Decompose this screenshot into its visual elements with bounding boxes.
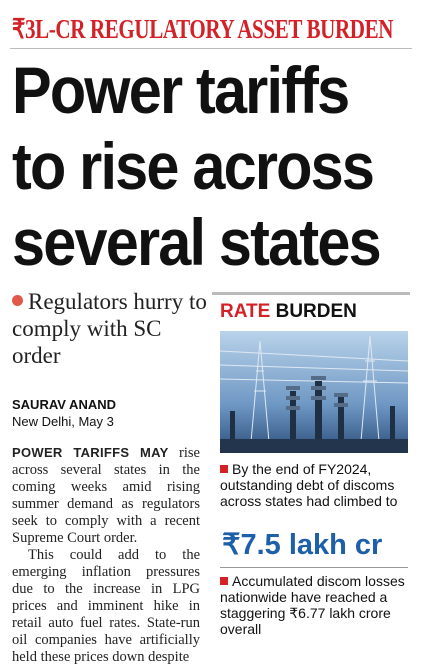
headline-line: several states: [12, 205, 382, 279]
bullet-dot: [12, 295, 23, 306]
subhead-text: Regulators hurry to comply with SC order: [12, 289, 207, 368]
bullet-square: [220, 465, 228, 473]
paragraph-text: rise across several states in the coming…: [12, 445, 200, 546]
separator: [220, 567, 408, 568]
sidebar-bullet: By the end of FY2024, outstanding debt o…: [220, 461, 408, 509]
bullet-square: [220, 577, 228, 585]
kicker: ₹3L-CR REGULATORY ASSET BURDEN: [12, 14, 394, 44]
headline-line: Power tariffs: [12, 53, 350, 127]
paragraph: POWER TARIFFS MAY rise across several st…: [12, 444, 200, 547]
sidebar-title: RATE BURDEN: [220, 301, 357, 323]
title-rest: BURDEN: [270, 301, 357, 322]
author: SAURAV ANAND: [12, 397, 116, 412]
substation-photo: [220, 331, 408, 453]
bullet-text: Accumulated discom losses nationwide hav…: [220, 573, 405, 637]
byline: SAURAV ANAND New Delhi, May 3: [12, 396, 116, 430]
highlight-figure: ₹7.5 lakh cr: [222, 529, 383, 561]
headline: Power tariffs to rise across several sta…: [12, 52, 382, 280]
sidebar: RATE BURDEN By the end of FY2024, outsta…: [212, 292, 410, 649]
rule: [10, 48, 412, 49]
article-body: POWER TARIFFS MAY rise across several st…: [12, 444, 200, 668]
subhead: Regulators hurry to comply with SC order: [12, 288, 208, 369]
headline-line: to rise across: [12, 129, 375, 203]
lead: POWER TARIFFS MAY: [12, 445, 169, 460]
sidebar-bullet: Accumulated discom losses nationwide hav…: [220, 573, 408, 637]
title-red: RATE: [220, 301, 271, 322]
dateline: New Delhi, May 3: [12, 414, 114, 429]
bullet-text: By the end of FY2024, outstanding debt o…: [220, 461, 398, 509]
paragraph: This could add to the emerging inflation…: [12, 547, 200, 665]
